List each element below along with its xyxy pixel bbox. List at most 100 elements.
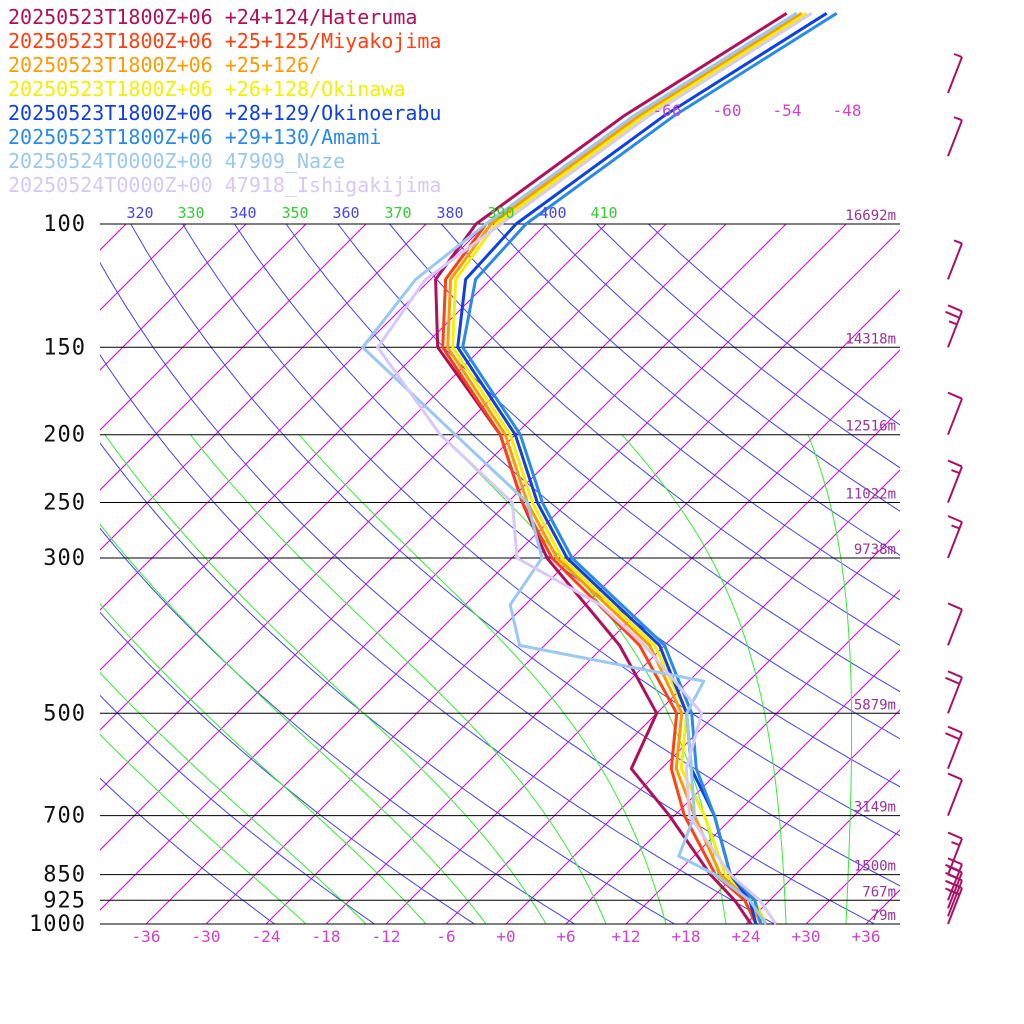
theta-label: 390 (487, 204, 514, 222)
wind-barb (947, 831, 963, 875)
profile-line (361, 12, 798, 925)
wind-barb (947, 239, 963, 280)
wind-barb-flag (947, 670, 963, 679)
temperature-tick-label: +12 (612, 927, 641, 946)
temperature-tick-label: -18 (312, 927, 341, 946)
dry-adiabat-line (441, 223, 900, 601)
legend-entry: 20250523T1800Z+06 +25+126/ (8, 53, 321, 77)
moist-adiabat-line (100, 671, 367, 924)
dry-adiabat-line (182, 223, 900, 837)
wind-barb-flag (945, 863, 960, 872)
dry-adiabat-line (130, 223, 900, 887)
theta-label: 370 (384, 204, 411, 222)
wind-barb-flag (947, 304, 963, 313)
profile-line (461, 12, 838, 925)
wind-barb-flag (945, 732, 960, 741)
legend-entry: 20250523T1800Z+06 +25+125/Miyakojima (8, 29, 441, 53)
legend-entry: 20250524T0000Z+00 47918_Ishigakijima (8, 173, 441, 197)
isotherm-line (926, 224, 1024, 924)
profile-series (361, 12, 838, 925)
theta-label: 340 (229, 204, 256, 222)
wind-barb (947, 772, 963, 816)
wind-barb-half-flag (951, 524, 960, 530)
wind-barb-half-flag (953, 239, 963, 245)
wind-barb-flag (947, 459, 963, 468)
moist-adiabat-line (100, 523, 487, 924)
isotherm-line (100, 223, 247, 371)
wind-barb-half-flag (948, 889, 958, 895)
isotherm-line (385, 409, 900, 924)
wind-barb-flag (945, 310, 960, 319)
height-label: 16692m (845, 208, 896, 224)
wind-barb-staff (947, 838, 963, 875)
theta-label: 330 (177, 204, 204, 222)
profile-line (376, 12, 813, 925)
wind-barb (945, 857, 963, 901)
wind-barb-flag (947, 602, 963, 611)
theta-label: 350 (281, 204, 308, 222)
moist-adiabat-line (807, 434, 853, 924)
isotherm-line (100, 223, 787, 911)
profile-line (446, 12, 803, 925)
isotherm-line (265, 289, 900, 924)
height-label: 1500m (854, 859, 896, 875)
pressure-tick-label: 300 (43, 546, 86, 571)
wind-barb-flag (945, 676, 960, 685)
pressure-tick-label: 500 (43, 701, 86, 726)
height-label: 9738m (854, 542, 896, 558)
temperature-tick-label: -12 (372, 927, 401, 946)
moist-adiabat-line (104, 434, 547, 924)
moist-adiabat-line (440, 434, 727, 924)
wind-barb-half-flag (953, 53, 963, 58)
wind-barb (947, 459, 963, 503)
pressure-tick-label: 250 (43, 491, 86, 516)
wind-barb (947, 116, 963, 157)
temperature-tick-label: +36 (852, 927, 881, 946)
wind-barb (947, 515, 963, 559)
wind-barb (945, 670, 963, 714)
wind-barb (947, 602, 963, 646)
theta-label: 360 (332, 204, 359, 222)
wind-barbs (945, 53, 963, 925)
moist-adiabat-line (100, 733, 307, 924)
wind-barb-flag (947, 391, 963, 400)
pressure-tick-label: 150 (43, 335, 86, 360)
pressure-tick-label: 100 (43, 212, 86, 237)
theta-label: 410 (590, 204, 617, 222)
dry-adiabat-line (233, 223, 900, 788)
moist-adiabat-line (100, 603, 427, 924)
wind-barb-flag (947, 725, 963, 734)
isotherm-line (100, 223, 307, 431)
wind-barb-staff (947, 521, 963, 559)
temperature-tick-label: +0 (496, 927, 515, 946)
dry-adiabat-line (100, 527, 575, 924)
dry-adiabat-line (100, 777, 275, 924)
isotherm-line (865, 889, 900, 924)
height-label: 11022m (845, 487, 896, 503)
pressure-tick-label: 925 (43, 888, 86, 913)
wind-barb-staff (947, 779, 963, 816)
isotherm-line (100, 223, 607, 731)
temperature-tick-label: +18 (672, 927, 701, 946)
wind-barb-half-flag (951, 469, 960, 475)
profile-line (441, 12, 798, 925)
height-label: 3149m (854, 800, 896, 816)
legend-entry: 20250523T1800Z+06 +26+128/Okinawa (8, 77, 405, 101)
temperature-tick-label: +6 (556, 927, 575, 946)
wind-barb (945, 304, 963, 348)
theta-label: 380 (436, 204, 463, 222)
isotherm-line (100, 223, 427, 551)
pressure-tick-label: 200 (43, 423, 86, 448)
wind-barb-half-flag (953, 116, 963, 122)
temperature-tick-label: -36 (132, 927, 161, 946)
moist-adiabat-line (298, 434, 667, 924)
temperature-tick-label: +24 (732, 927, 761, 946)
plot-grid (100, 223, 1024, 925)
wind-barb-staff (947, 243, 963, 280)
height-label: 12516m (845, 419, 896, 435)
legend-entry: 20250523T1800Z+06 +28+129/Okinoerabu (8, 101, 441, 125)
temperature-tick-label: +30 (792, 927, 821, 946)
isotherm-line (805, 829, 900, 924)
dry-adiabat-line (544, 223, 900, 512)
isotherm-line (325, 349, 900, 924)
